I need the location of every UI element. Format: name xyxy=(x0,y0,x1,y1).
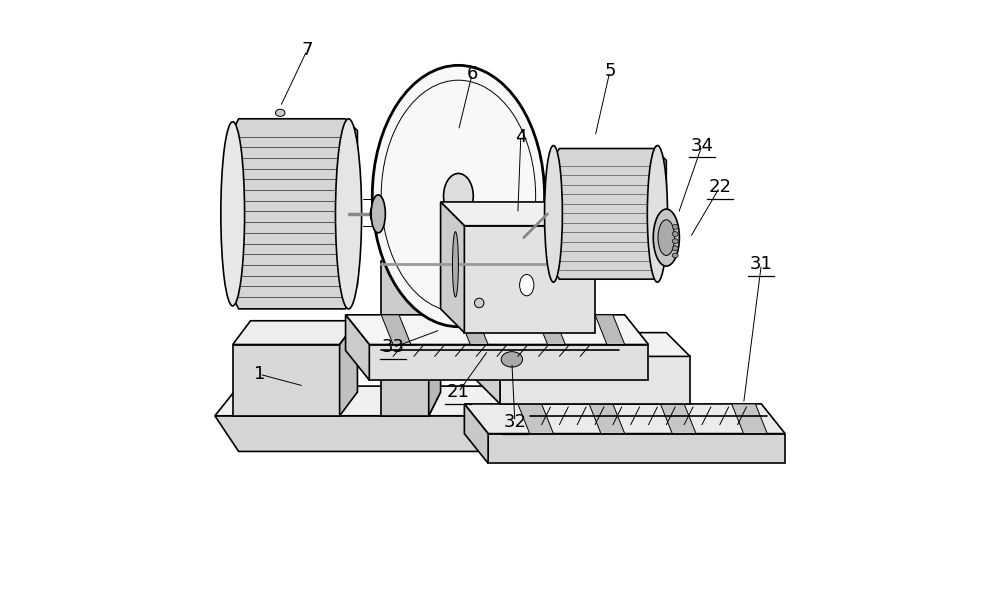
Polygon shape xyxy=(369,345,648,380)
Ellipse shape xyxy=(221,122,245,306)
Text: 34: 34 xyxy=(690,137,713,154)
Polygon shape xyxy=(548,148,666,279)
Polygon shape xyxy=(346,315,369,380)
Polygon shape xyxy=(464,226,595,333)
Polygon shape xyxy=(458,315,488,345)
Polygon shape xyxy=(476,333,690,356)
Ellipse shape xyxy=(672,225,678,229)
Polygon shape xyxy=(595,315,625,345)
Polygon shape xyxy=(660,404,696,434)
Polygon shape xyxy=(233,345,340,416)
Polygon shape xyxy=(441,202,595,226)
Text: 6: 6 xyxy=(466,65,478,83)
Polygon shape xyxy=(464,404,785,434)
Ellipse shape xyxy=(545,146,562,282)
Ellipse shape xyxy=(474,298,484,308)
Text: 32: 32 xyxy=(503,413,526,431)
Ellipse shape xyxy=(275,109,285,116)
Polygon shape xyxy=(441,202,464,333)
Ellipse shape xyxy=(452,232,458,297)
Polygon shape xyxy=(732,404,767,434)
Text: 31: 31 xyxy=(750,255,773,273)
Polygon shape xyxy=(381,261,429,416)
Ellipse shape xyxy=(371,199,392,229)
Polygon shape xyxy=(381,392,441,416)
Ellipse shape xyxy=(371,195,385,233)
Ellipse shape xyxy=(658,220,675,255)
Polygon shape xyxy=(346,315,648,345)
Polygon shape xyxy=(518,404,553,434)
Ellipse shape xyxy=(335,119,362,309)
Text: 22: 22 xyxy=(708,178,731,196)
Polygon shape xyxy=(476,333,500,404)
Ellipse shape xyxy=(672,253,678,258)
Ellipse shape xyxy=(520,274,534,296)
Polygon shape xyxy=(340,321,357,416)
Text: 7: 7 xyxy=(301,42,313,59)
Text: 4: 4 xyxy=(515,128,527,146)
Polygon shape xyxy=(429,238,441,416)
Polygon shape xyxy=(215,386,536,416)
Ellipse shape xyxy=(653,209,679,266)
Polygon shape xyxy=(536,315,565,345)
Ellipse shape xyxy=(372,65,545,327)
Polygon shape xyxy=(233,321,357,345)
Ellipse shape xyxy=(672,232,678,236)
Ellipse shape xyxy=(672,239,678,244)
Ellipse shape xyxy=(501,352,523,367)
Text: 1: 1 xyxy=(254,365,265,383)
Polygon shape xyxy=(589,404,625,434)
Polygon shape xyxy=(381,315,411,345)
Polygon shape xyxy=(488,434,785,463)
Ellipse shape xyxy=(647,146,668,282)
Text: 5: 5 xyxy=(604,62,616,80)
Polygon shape xyxy=(464,404,488,463)
Ellipse shape xyxy=(444,173,473,219)
Polygon shape xyxy=(227,119,357,309)
Text: 21: 21 xyxy=(447,383,470,401)
Ellipse shape xyxy=(672,246,678,251)
Polygon shape xyxy=(215,416,536,451)
Polygon shape xyxy=(500,356,690,404)
Text: 33: 33 xyxy=(382,339,405,356)
